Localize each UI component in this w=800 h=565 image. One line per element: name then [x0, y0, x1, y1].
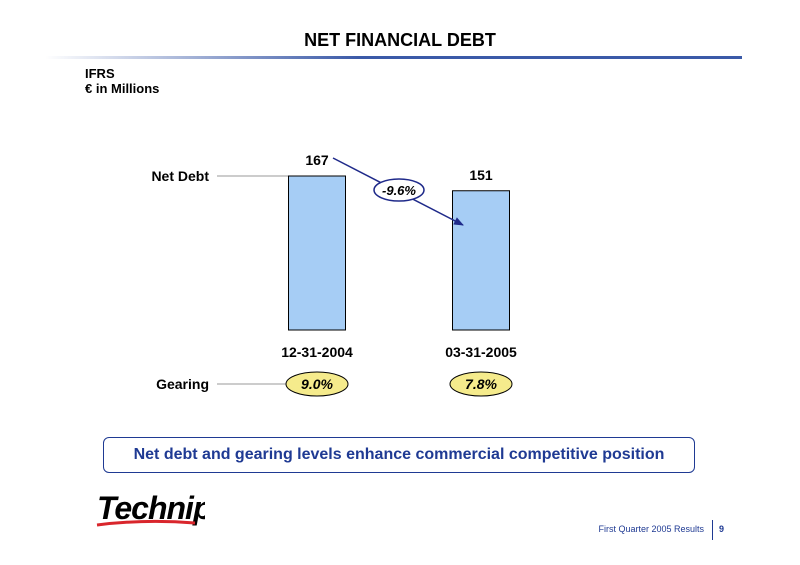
- footer-divider: [712, 520, 713, 540]
- gearing-value-0: 9.0%: [301, 376, 333, 392]
- gearing-oval-1: [449, 371, 513, 397]
- data-label-0: 167: [305, 152, 329, 168]
- net-debt-chart: Net Debt 167 151 -9.6% 12-31-2004 03-31-…: [151, 152, 517, 397]
- category-label-1: 03-31-2005: [445, 344, 517, 360]
- data-label-1: 151: [469, 167, 493, 183]
- gearing-value-1: 7.8%: [465, 376, 497, 392]
- units-line-1: IFRS: [85, 66, 115, 81]
- gearing-row-label: Gearing: [156, 376, 209, 392]
- net-debt-row-label: Net Debt: [151, 168, 209, 184]
- units-label: IFRS € in Millions: [85, 66, 159, 96]
- page-title: NET FINANCIAL DEBT: [304, 30, 496, 50]
- page-number: 9: [719, 524, 725, 534]
- gearing-oval-0: [285, 371, 349, 397]
- bar-0: [288, 175, 346, 331]
- change-annotation: -9.6%: [382, 183, 416, 198]
- footer-text: First Quarter 2005 Results: [598, 524, 704, 534]
- change-annotation-oval: [373, 178, 425, 202]
- title-rule: [45, 56, 742, 59]
- bar-1: [452, 190, 510, 331]
- category-label-0: 12-31-2004: [281, 344, 353, 360]
- technip-logo: Technip: [95, 489, 213, 534]
- units-line-2: € in Millions: [85, 81, 160, 96]
- conclusion-box: Net debt and gearing levels enhance comm…: [103, 437, 695, 473]
